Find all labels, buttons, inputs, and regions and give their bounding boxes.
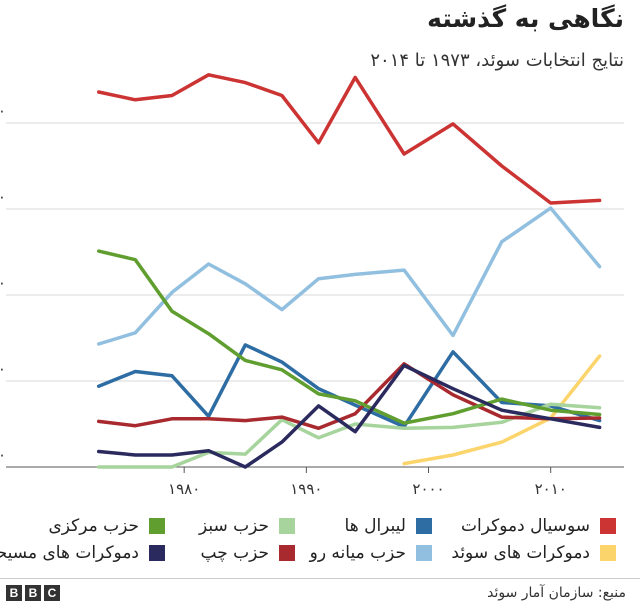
legend-swatch <box>279 518 295 534</box>
series-line-0 <box>96 73 602 205</box>
legend-item-left: حزب چپ <box>200 543 295 563</box>
line-chart: ۰ درصد ۱۰ درصد ۲۰ درصد ۳۰ درصد ۴۰ درصد ۱۹۸۰ ۱۹… <box>0 73 624 498</box>
series-line-7 <box>96 363 602 469</box>
y-tick-label: ۴۰ درصد <box>0 102 6 120</box>
source-note: منبع: سازمان آمار سوئد <box>487 585 626 601</box>
x-tick-label: ۲۰۰۰ <box>412 480 444 498</box>
legend-swatch <box>279 545 295 561</box>
axes: ۰ درصد ۱۰ درصد ۲۰ درصد ۳۰ درصد ۴۰ درصد ۱۹۸۰ ۱۹… <box>0 102 567 498</box>
legend-label: لیبرال ها <box>344 516 406 536</box>
legend-label: دموکرات های مسیحی <box>0 543 139 563</box>
legend-swatch <box>416 545 432 561</box>
legend-label: دموکرات های سوئد <box>451 543 590 563</box>
bbc-logo-letter: B <box>25 585 41 601</box>
legend-item-moderates: حزب میانه رو <box>310 543 432 563</box>
legend-item-sweden-democrats: دموکرات های سوئد <box>451 543 616 563</box>
bbc-logo-letter: B <box>6 585 22 601</box>
x-tick-label: ۱۹۹۰ <box>290 480 322 498</box>
legend-item-social-democrats: سوسیال دموکرات <box>461 516 616 536</box>
legend-label: حزب سبز <box>198 516 269 536</box>
legend-item-christian-democrats: دموکرات های مسیحی <box>0 543 165 563</box>
series-line-1 <box>402 354 602 466</box>
series-lines <box>96 73 602 469</box>
legend-label: حزب مرکزی <box>48 516 139 536</box>
chart-title: نگاهی به گذشته <box>427 4 624 33</box>
x-tick-label: ۱۹۸۰ <box>168 480 200 498</box>
y-tick-label: ۰ درصد <box>0 446 6 464</box>
y-tick-label: ۳۰ درصد <box>0 188 6 206</box>
legend-item-liberals: لیبرال ها <box>345 516 432 536</box>
y-tick-label: ۱۰ درصد <box>0 360 6 378</box>
chart-subtitle: نتایج انتخابات سوئد، ۱۹۷۳ تا ۲۰۱۴ <box>370 50 624 71</box>
legend-swatch <box>600 518 616 534</box>
legend-swatch <box>600 545 616 561</box>
x-tick-label: ۲۰۱۰ <box>535 480 567 498</box>
bbc-logo: B B C <box>6 585 60 601</box>
series-line-2 <box>96 343 602 429</box>
legend-label: سوسیال دموکرات <box>461 516 590 536</box>
legend-swatch <box>416 518 432 534</box>
series-line-3 <box>96 206 602 346</box>
legend-item-centre: حزب مرکزی <box>48 516 165 536</box>
y-tick-label: ۲۰ درصد <box>0 274 6 292</box>
footer-divider <box>0 578 640 579</box>
legend-item-green: حزب سبز <box>199 516 295 536</box>
series-line-5 <box>96 362 602 431</box>
legend-swatch <box>149 545 165 561</box>
series-line-4 <box>96 402 602 469</box>
series-line-6 <box>96 249 602 425</box>
bbc-logo-letter: C <box>44 585 60 601</box>
legend-swatch <box>149 518 165 534</box>
legend-label: حزب میانه رو <box>309 543 406 563</box>
legend-label: حزب چپ <box>200 543 270 563</box>
